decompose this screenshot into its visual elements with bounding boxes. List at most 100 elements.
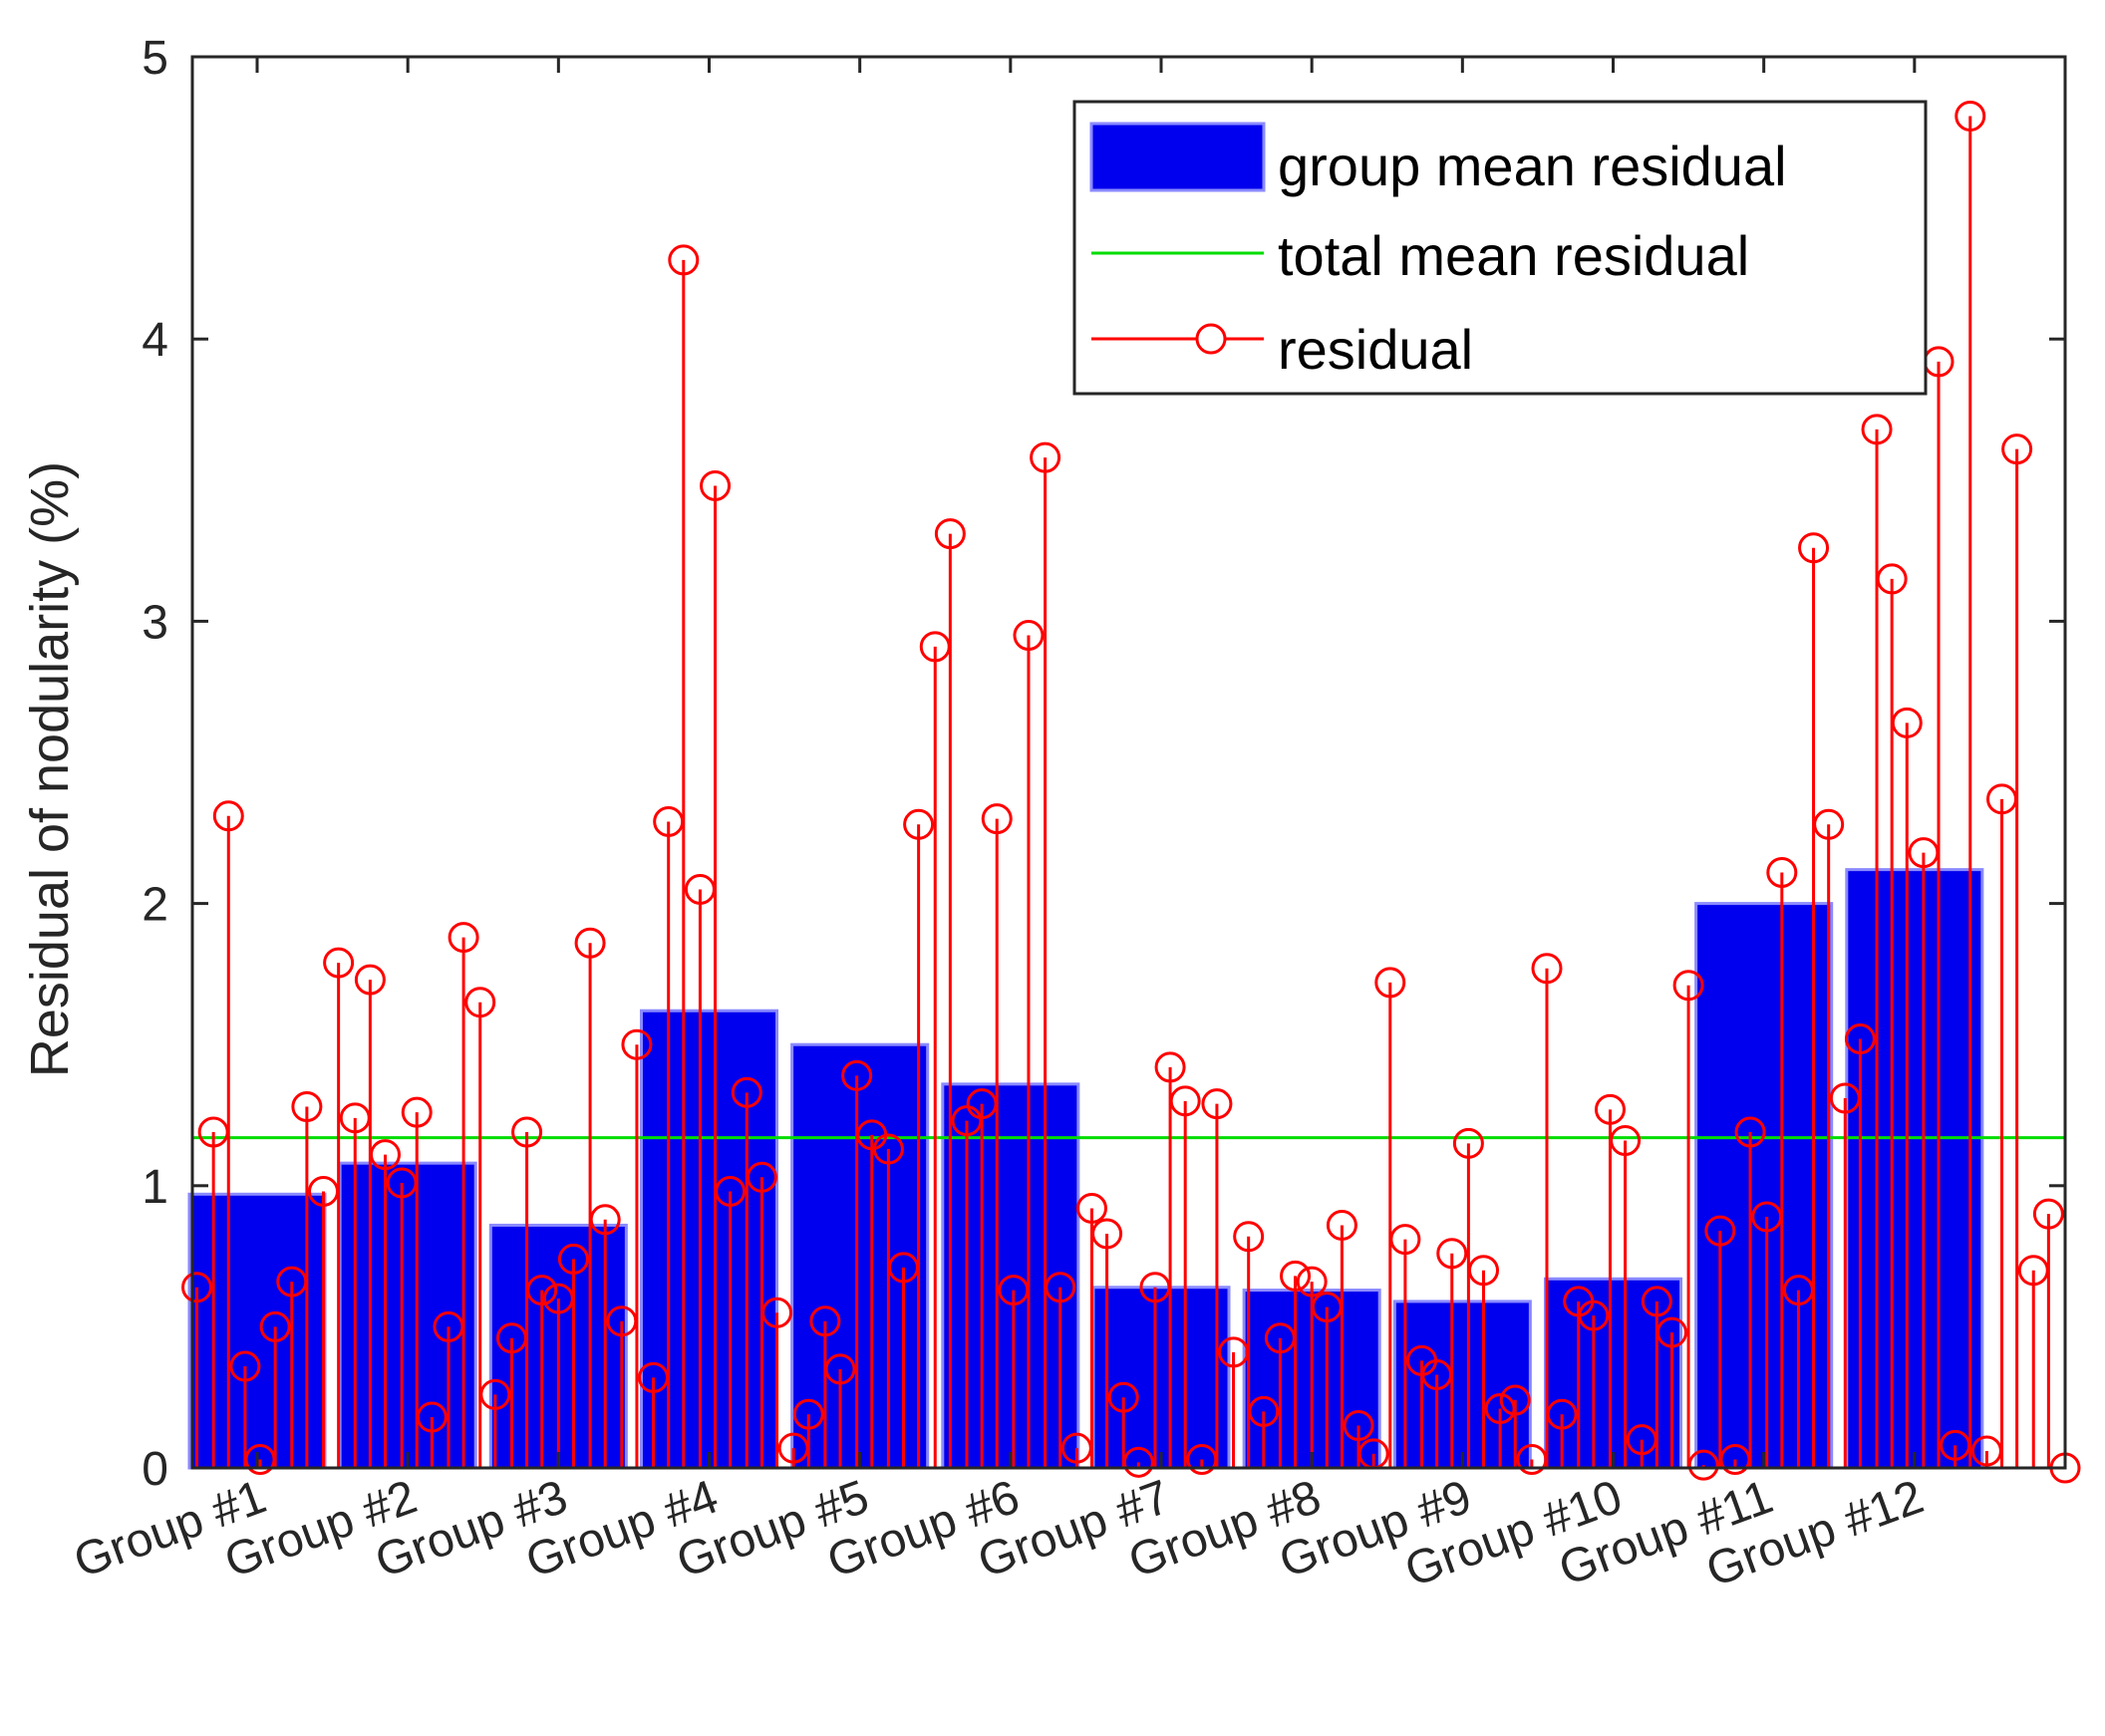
stem-marker [1091,1218,1123,1250]
stem-marker [1296,1266,1328,1298]
stem-marker [401,1096,433,1128]
stem-marker [700,469,732,501]
stem-marker [715,1175,747,1207]
stem-marker [416,1401,448,1433]
bar-group-5 [790,1042,930,1470]
bar-group-11 [1694,902,1834,1470]
stem-marker [1201,1088,1233,1120]
stem-marker [1389,1224,1421,1256]
stem-marker [2032,1198,2064,1230]
stem-marker [526,1275,558,1306]
stem-marker [1467,1255,1499,1287]
stem-marker [1169,1085,1201,1117]
y-tick-label: 3 [142,596,168,649]
stem-marker [809,1305,841,1337]
stem-marker [323,947,355,979]
stem-marker [1641,1286,1672,1317]
stem-marker [1798,532,1830,564]
bar-group-1 [187,1192,327,1470]
stem-marker [1955,100,1986,132]
stem-marker [841,1059,873,1091]
legend-swatch-bar [1089,122,1266,192]
stem-marker [731,1076,762,1108]
stem-marker [1326,1209,1357,1241]
stem-marker [1813,808,1845,840]
stem-marker [1844,1023,1876,1055]
stem-marker [181,1272,213,1303]
stem-marker [511,1116,543,1148]
stem-marker [1861,414,1893,445]
stem-marker [574,927,606,959]
stem-marker [259,1310,291,1342]
stem-marker [1343,1410,1374,1442]
stem-marker [448,922,479,954]
stem-marker [229,1350,261,1382]
stem-marker [1107,1381,1139,1413]
stem-marker [1687,1449,1719,1481]
stem-marker [1436,1238,1468,1270]
legend-label: group mean residual [1278,135,1787,197]
y-tick-label: 4 [142,314,168,367]
stem-marker [981,803,1013,835]
bar-group-4 [639,1009,779,1470]
stem-marker [1499,1384,1531,1416]
legend-label: total mean residual [1278,224,1749,287]
stem-marker [1766,856,1798,888]
stem-marker [1154,1051,1186,1083]
stem-marker [1655,1316,1687,1348]
stem-marker [1122,1446,1154,1478]
stem-marker [1075,1192,1107,1224]
bar-group-7 [1091,1286,1231,1470]
y-tick-label: 0 [142,1443,168,1496]
stem-marker [1233,1221,1265,1253]
stem-marker [1734,1116,1766,1148]
bar-layer [187,868,1984,1470]
legend: group mean residual total mean residual re… [1072,100,1928,396]
stem-marker [1891,707,1923,738]
stem-marker [1013,620,1045,652]
stem-marker [621,1028,653,1060]
stem-marker [1030,441,1061,473]
axes-box [190,55,2067,1470]
legend-swatch-marker [1195,323,1227,355]
bar-group-9 [1392,1300,1532,1470]
stem-marker [1546,1398,1578,1430]
stem-marker [2001,434,2033,465]
stem-marker [824,1353,856,1385]
stem-marker [668,244,700,276]
stem-layer [181,100,2081,1484]
stem-marker [746,1161,777,1193]
stem-marker [1578,1300,1610,1331]
stem-marker [479,1378,511,1410]
stem-marker [761,1297,793,1328]
stem-marker [1704,1215,1736,1247]
stem-marker [872,1133,904,1165]
stem-marker [1280,1260,1312,1292]
stem-marker [291,1091,323,1123]
stem-marker [1452,1127,1484,1159]
stem-marker [1876,563,1908,595]
stem-marker [369,1139,401,1171]
stem-marker [1531,953,1563,985]
stem-marker [1045,1272,1076,1303]
stem-marker [589,1204,621,1236]
stem-marker [903,808,935,840]
stem-marker [1374,967,1406,999]
stem-marker [557,1243,589,1275]
stem-marker [792,1398,824,1430]
bar-group-2 [338,1161,477,1470]
y-axis-title: Residual of nodularity (%) [20,461,80,1077]
y-tick-label: 5 [142,32,168,85]
stem-marker [1672,970,1704,1002]
y-tick-label: 2 [142,879,168,932]
stem-marker [464,987,496,1018]
stem-marker [1610,1124,1642,1156]
stem-marker [212,800,244,832]
stem-marker [1248,1395,1280,1427]
stem-marker [934,518,966,550]
stem-marker [1594,1093,1626,1125]
bar-group-12 [1845,868,1984,1470]
legend-label: residual [1278,318,1473,381]
stem-marker [354,964,386,996]
